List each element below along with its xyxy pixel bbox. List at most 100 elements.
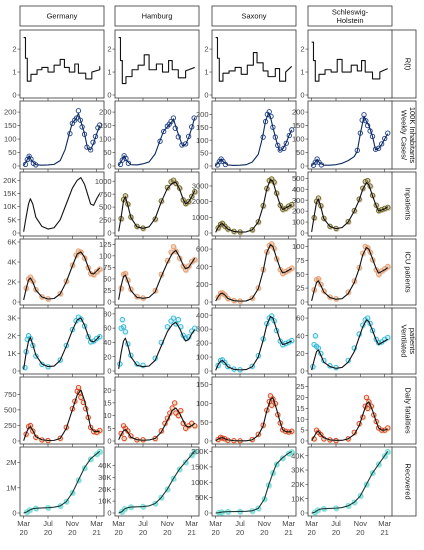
y-tick-label: 2 — [107, 45, 111, 54]
panel: 0 25 50 75 100 — [292, 238, 393, 308]
y-tick-label: 300 — [196, 325, 209, 334]
obs-point — [318, 431, 324, 438]
y-tick-label: 200K — [191, 447, 209, 456]
obs-point — [81, 323, 88, 329]
y-tick-label: 100 — [292, 218, 305, 227]
x-axes: Mar20Jul20Nov20Mar21Mar20Jul20Nov20Mar21… — [17, 519, 391, 537]
obs-point — [57, 357, 63, 363]
obs-point — [125, 160, 132, 166]
y-tick-label: 100 — [196, 353, 209, 362]
model-line — [23, 177, 101, 232]
column-strip-box — [211, 5, 297, 27]
obs-point — [255, 505, 261, 511]
y-tick-label: 1000 — [192, 213, 209, 222]
obs-point — [289, 201, 295, 208]
y-tick-label: 400 — [292, 185, 305, 194]
obs-point — [327, 294, 333, 300]
obs-point — [164, 486, 170, 492]
obs-point — [128, 214, 134, 220]
y-tick-label: 5 — [107, 424, 111, 433]
model-line — [215, 112, 293, 167]
y-tick-label: 50 — [200, 149, 208, 158]
obs-point — [249, 227, 255, 233]
panel: 0 25 50 75 100 125 — [99, 238, 200, 308]
obs-point — [152, 216, 158, 222]
panel-frame — [211, 376, 297, 445]
obs-point — [57, 290, 63, 297]
obs-point — [279, 206, 286, 212]
obs-point — [283, 428, 289, 434]
y-tick-label: 60 — [103, 324, 111, 333]
obs-point — [91, 271, 97, 278]
row-strip-box — [389, 376, 417, 445]
obs-point — [379, 141, 385, 147]
row-label: R(t) — [404, 58, 413, 71]
obs-point — [367, 249, 373, 255]
y-tick-label: 100 — [99, 135, 112, 144]
y-tick-label: 100 — [196, 136, 209, 145]
panel: 0 2K 4K 6K — [7, 238, 105, 308]
panel-frame — [211, 100, 297, 170]
x-tick-label: Jul — [43, 519, 53, 528]
panel: 0 250 500 750 1000 — [95, 171, 200, 239]
column-label: Saxony — [241, 12, 266, 21]
y-tick-label: 100 — [292, 242, 305, 251]
obs-point — [260, 422, 266, 428]
obs-point — [28, 156, 34, 162]
obs-point — [97, 122, 103, 128]
model-line — [215, 397, 292, 442]
obs-point — [270, 470, 276, 476]
obs-point — [27, 274, 33, 280]
y-tick-label: 1 — [204, 68, 208, 77]
column-label: Holstein — [336, 16, 363, 25]
model-line — [311, 41, 388, 82]
obs-point — [172, 400, 178, 406]
obs-point — [273, 461, 280, 467]
panel: 0 20 40 60 — [296, 307, 393, 377]
y-tick-label: 1000 — [95, 177, 112, 186]
model-line — [118, 407, 196, 441]
x-tick-label: 20 — [44, 528, 52, 537]
x-tick-label: 21 — [188, 528, 196, 537]
obs-point — [286, 450, 292, 457]
obs-point — [385, 130, 391, 136]
obs-point — [369, 192, 376, 198]
row-strip-box — [389, 171, 417, 237]
x-tick-label: 21 — [93, 528, 101, 537]
column-strip: Germany — [19, 5, 105, 27]
row-strip: Weekly Cases/100K Inhabitants — [389, 100, 417, 170]
obs-point — [249, 436, 255, 443]
obs-point — [357, 493, 363, 499]
obs-point — [225, 295, 231, 301]
x-tick-label: 21 — [285, 528, 293, 537]
obs-point — [222, 223, 228, 229]
y-tick-label: 50 — [296, 270, 304, 279]
x-tick-label: Mar — [305, 519, 318, 528]
panels: 0120120120120501001502000501001502000501… — [3, 29, 393, 519]
y-tick-label: 15 — [103, 398, 111, 407]
x-tick-label: 20 — [236, 528, 244, 537]
obs-point — [164, 324, 170, 330]
model-line — [23, 389, 100, 442]
obs-point — [152, 500, 158, 507]
y-tick-label: 0 — [107, 367, 111, 376]
column-strip: Schleswig-Holstein — [307, 5, 393, 27]
column-label: Germany — [47, 12, 78, 21]
x-tick-label: 20 — [139, 528, 147, 537]
model-line — [311, 451, 389, 514]
y-tick-label: 0 — [300, 162, 304, 171]
x-tick-label: 20 — [114, 528, 122, 537]
obs-point — [122, 506, 128, 512]
y-tick-label: 10 — [296, 415, 304, 424]
obs-point — [222, 359, 228, 365]
obs-point — [369, 327, 376, 334]
model-line — [311, 247, 389, 302]
y-tick-label: 0 — [300, 367, 304, 376]
panel: 0 50 100 150 200 — [196, 100, 297, 172]
obs-point — [75, 384, 82, 391]
y-tick-label: 50 — [296, 148, 304, 157]
obs-point — [286, 132, 292, 139]
y-tick-label: 0 — [204, 437, 208, 446]
model-line — [311, 115, 389, 167]
y-tick-label: 6K — [7, 238, 16, 247]
